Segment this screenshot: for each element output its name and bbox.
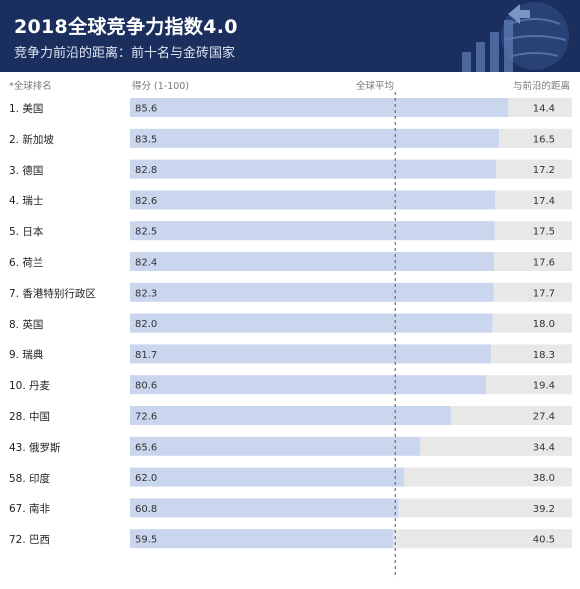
rank-column-header: *全球排名 xyxy=(9,81,52,92)
category-label: 8. 英国 xyxy=(9,318,44,331)
category-label: 1. 美国 xyxy=(9,103,44,115)
score-value-label: 82.8 xyxy=(135,165,157,176)
gap-value-label: 19.4 xyxy=(533,381,555,392)
score-bar xyxy=(130,344,492,364)
score-bar xyxy=(130,406,451,425)
gap-bar xyxy=(494,252,572,271)
score-bar xyxy=(130,221,495,241)
category-label: 28. 中国 xyxy=(9,411,51,423)
gap-value-label: 17.6 xyxy=(533,258,555,269)
category-label: 9. 瑞典 xyxy=(9,349,44,362)
category-label: 4. 瑞士 xyxy=(9,195,44,208)
score-value-label: 65.6 xyxy=(135,442,157,453)
category-label: 72. 巴西 xyxy=(9,534,51,547)
average-column-header: 全球平均 xyxy=(356,81,395,92)
score-value-label: 81.7 xyxy=(135,350,157,361)
score-value-label: 82.4 xyxy=(135,258,157,269)
category-label: 67. 南非 xyxy=(9,503,51,516)
score-bar xyxy=(130,498,399,518)
score-bar xyxy=(130,313,493,333)
score-bar xyxy=(130,467,405,487)
gap-value-label: 14.4 xyxy=(533,104,555,115)
gap-bar xyxy=(492,313,572,333)
gap-bar xyxy=(495,159,572,179)
score-value-label: 85.6 xyxy=(135,104,157,115)
score-value-label: 82.5 xyxy=(135,227,157,238)
score-value-label: 82.0 xyxy=(135,319,157,330)
score-bar xyxy=(130,282,494,302)
chart-subtitle: 竞争力前沿的距离：前十名与金砖国家 xyxy=(14,46,236,61)
score-value-label: 59.5 xyxy=(135,535,157,546)
gap-value-label: 39.2 xyxy=(533,504,555,515)
score-column-header: 得分 (1-100) xyxy=(132,81,190,92)
gap-value-label: 40.5 xyxy=(533,535,555,546)
score-value-label: 83.5 xyxy=(135,134,157,145)
gap-bar xyxy=(392,529,572,549)
score-bar xyxy=(130,529,393,549)
score-value-label: 72.6 xyxy=(135,412,157,423)
gap-value-label: 18.0 xyxy=(533,319,555,330)
category-label: 6. 荷兰 xyxy=(9,257,44,269)
gap-value-label: 17.2 xyxy=(533,165,555,176)
category-label: 43. 俄罗斯 xyxy=(9,441,61,454)
category-label: 5. 日本 xyxy=(9,226,44,239)
gap-bar xyxy=(419,436,572,456)
gap-value-label: 18.3 xyxy=(533,350,555,361)
score-bar xyxy=(130,436,420,456)
score-bar xyxy=(130,375,487,395)
gap-bar xyxy=(491,344,572,364)
gap-bar xyxy=(508,98,572,117)
category-label: 3. 德国 xyxy=(9,164,44,177)
gap-bar xyxy=(493,282,572,302)
gap-bar xyxy=(404,467,572,487)
category-label: 2. 新加坡 xyxy=(9,133,54,146)
gap-column-header: 与前沿的距离 xyxy=(512,81,570,92)
gap-bar xyxy=(450,406,572,425)
score-value-label: 80.6 xyxy=(135,381,157,392)
gap-value-label: 16.5 xyxy=(533,134,555,145)
gap-bar xyxy=(486,375,572,395)
gap-value-label: 17.5 xyxy=(533,227,555,238)
score-value-label: 62.0 xyxy=(135,473,157,484)
chart-title: 2018全球竞争力指数4.0 xyxy=(14,16,238,38)
score-value-label: 60.8 xyxy=(135,504,157,515)
globe-growth-icon xyxy=(462,2,569,72)
score-bar xyxy=(130,252,495,271)
score-bar xyxy=(130,128,500,148)
gap-bar xyxy=(499,128,572,148)
gap-bar xyxy=(398,498,572,518)
score-bar xyxy=(130,159,496,179)
score-value-label: 82.6 xyxy=(135,196,157,207)
category-label: 10. 丹麦 xyxy=(9,380,51,393)
gap-value-label: 34.4 xyxy=(533,442,555,453)
gap-value-label: 38.0 xyxy=(533,473,555,484)
gap-value-label: 27.4 xyxy=(533,412,555,423)
gap-bar xyxy=(494,221,572,241)
score-bar xyxy=(130,190,496,210)
gap-value-label: 17.4 xyxy=(533,196,555,207)
category-label: 7. 香港特别行政区 xyxy=(9,287,96,300)
score-value-label: 82.3 xyxy=(135,288,157,299)
score-bar xyxy=(130,98,509,117)
gap-value-label: 17.7 xyxy=(533,288,555,299)
gap-bar xyxy=(495,190,572,210)
category-label: 58. 印度 xyxy=(9,472,51,485)
chart-header: 2018全球竞争力指数4.0 竞争力前沿的距离：前十名与金砖国家 xyxy=(0,0,580,72)
